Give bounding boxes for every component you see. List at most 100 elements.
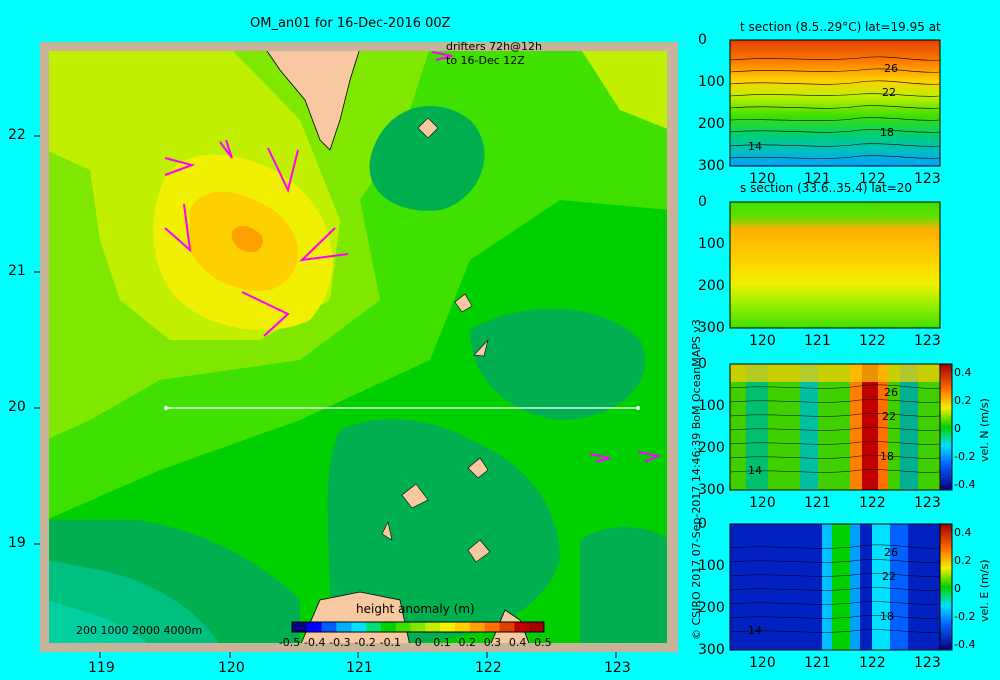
section-x-tick-label: 121 bbox=[804, 171, 831, 187]
map-contours bbox=[43, 45, 673, 649]
colorbar-tick-label: 0.3 bbox=[483, 636, 502, 649]
colorbar-tick-label: 0.5 bbox=[534, 636, 552, 649]
colorbar-tick-label: -0.4 bbox=[304, 636, 326, 649]
section-y-tick-label: 200 bbox=[698, 278, 725, 294]
section-y-tick-label: 100 bbox=[698, 398, 725, 414]
map-title: OM_an01 for 16-Dec-2016 00Z bbox=[250, 16, 451, 31]
contour-label: 14 bbox=[748, 140, 762, 153]
colorbar-swatch bbox=[499, 622, 515, 632]
bathymetry-legend: 200 1000 2000 4000m bbox=[76, 624, 203, 637]
map-x-tick-label: 120 bbox=[218, 660, 245, 676]
colorbar-swatch bbox=[484, 622, 501, 632]
map-y-tick-label: 21 bbox=[8, 263, 26, 279]
contour-label: 26 bbox=[884, 386, 898, 399]
contour-label: 26 bbox=[884, 62, 898, 75]
height-colorbar bbox=[291, 621, 545, 633]
drifter-tracks bbox=[164, 51, 662, 463]
map-x-tick-label: 122 bbox=[475, 660, 502, 676]
colorbar-tick-label: -0.5 bbox=[278, 636, 301, 649]
section-colorbar-tick: 0 bbox=[954, 582, 961, 595]
section-x-tick-label: 123 bbox=[914, 171, 941, 187]
velocity-east-panel bbox=[729, 523, 953, 651]
colorbar-tick-label: -0.2 bbox=[354, 636, 376, 649]
section-colorbar-tick: -0.2 bbox=[954, 610, 976, 623]
section-x-tick-label: 121 bbox=[804, 495, 831, 511]
colorbar-swatch bbox=[440, 622, 456, 632]
drifter-note-2: to 16-Dec 12Z bbox=[446, 54, 525, 67]
map-y-tick-label: 20 bbox=[8, 399, 26, 415]
contour-label: 26 bbox=[884, 546, 898, 559]
colorbar-tick-label: -0.3 bbox=[329, 636, 351, 649]
colorbar-tick-label: 0 bbox=[414, 636, 422, 649]
section-colorbar-tick: 0.2 bbox=[954, 554, 972, 567]
contour-label: 22 bbox=[882, 86, 896, 99]
colorbar-swatch bbox=[455, 622, 471, 632]
colorbar-swatch bbox=[395, 622, 412, 632]
section-line bbox=[164, 406, 640, 410]
map-x-tick-label: 123 bbox=[604, 660, 631, 676]
colorbar-swatch bbox=[292, 622, 308, 632]
colorbar-tick-label: 0.1 bbox=[433, 636, 451, 649]
map-x-ticks bbox=[99, 652, 617, 658]
map-y-tick-label: 19 bbox=[8, 535, 26, 551]
section-y-tick-label: 0 bbox=[698, 32, 707, 48]
contour-label: 22 bbox=[882, 570, 896, 583]
section-colorbar-tick: 0.4 bbox=[954, 526, 972, 539]
colorbar-tick-label: -0.1 bbox=[379, 636, 402, 649]
colorbar-swatch bbox=[351, 622, 367, 632]
map-x-tick-label: 119 bbox=[88, 660, 115, 676]
s-section-title: s section (33.6..35.4) lat=20 bbox=[740, 181, 913, 195]
colorbar-label: height anomaly (m) bbox=[356, 602, 475, 616]
colorbar-swatch bbox=[321, 622, 337, 632]
map-y-ticks bbox=[34, 135, 40, 545]
section-y-tick-label: 200 bbox=[698, 116, 725, 132]
section-y-tick-label: 300 bbox=[698, 320, 725, 336]
section-y-tick-label: 0 bbox=[698, 516, 707, 532]
contour-label: 22 bbox=[882, 410, 896, 423]
section-colorbar-tick: 0.2 bbox=[954, 394, 972, 407]
section-y-tick-label: 0 bbox=[698, 194, 707, 210]
section-x-tick-label: 121 bbox=[804, 655, 831, 671]
colorbar-swatch bbox=[380, 622, 397, 632]
section-y-tick-label: 300 bbox=[698, 158, 725, 174]
section-y-tick-label: 300 bbox=[698, 642, 725, 658]
section-x-tick-label: 120 bbox=[749, 655, 776, 671]
section-colorbar-label: vel. N (m/s) bbox=[978, 398, 991, 462]
section-x-tick-label: 120 bbox=[749, 333, 776, 349]
t-section-title: t section (8.5..29°C) lat=19.95 at bbox=[740, 20, 941, 34]
section-x-tick-label: 123 bbox=[914, 333, 941, 349]
colorbar-swatch bbox=[514, 622, 530, 632]
colorbar-swatch bbox=[410, 622, 426, 632]
section-y-tick-label: 200 bbox=[698, 600, 725, 616]
colorbar-tick-label: 0.2 bbox=[458, 636, 477, 649]
section-x-tick-label: 123 bbox=[914, 495, 941, 511]
colorbar-swatch bbox=[425, 622, 441, 632]
colorbar-swatch bbox=[529, 622, 545, 632]
section-colorbar-tick: 0 bbox=[954, 422, 961, 435]
contour-label: 18 bbox=[880, 126, 894, 139]
colorbar-swatch bbox=[336, 622, 352, 632]
section-colorbar-tick: 0.4 bbox=[954, 366, 972, 379]
section-colorbar-tick: -0.2 bbox=[954, 450, 976, 463]
colorbar-frame bbox=[291, 621, 545, 633]
contour-label: 14 bbox=[748, 624, 762, 637]
section-colorbar-tick: -0.4 bbox=[954, 638, 976, 651]
section-x-tick-label: 122 bbox=[859, 171, 886, 187]
section-colorbar-tick: -0.4 bbox=[954, 478, 976, 491]
colorbar-swatch bbox=[306, 622, 323, 632]
section-x-tick-label: 120 bbox=[749, 171, 776, 187]
section-x-tick-label: 122 bbox=[859, 655, 886, 671]
section-colorbar-label: vel. E (m/s) bbox=[978, 559, 991, 622]
colorbar-tick-label: 0.4 bbox=[508, 636, 527, 649]
contour-label: 18 bbox=[880, 610, 894, 623]
section-y-tick-label: 200 bbox=[698, 440, 725, 456]
section-y-tick-label: 0 bbox=[698, 356, 707, 372]
section-y-tick-label: 100 bbox=[698, 236, 725, 252]
section-y-tick-label: 300 bbox=[698, 482, 725, 498]
drifter-note-1: drifters 72h@12h bbox=[446, 40, 543, 53]
colorbar-swatch bbox=[469, 622, 486, 632]
section-y-tick-label: 100 bbox=[698, 74, 725, 90]
map-x-tick-label: 121 bbox=[346, 660, 373, 676]
section-x-tick-label: 123 bbox=[914, 655, 941, 671]
s-section-panel bbox=[729, 201, 941, 329]
